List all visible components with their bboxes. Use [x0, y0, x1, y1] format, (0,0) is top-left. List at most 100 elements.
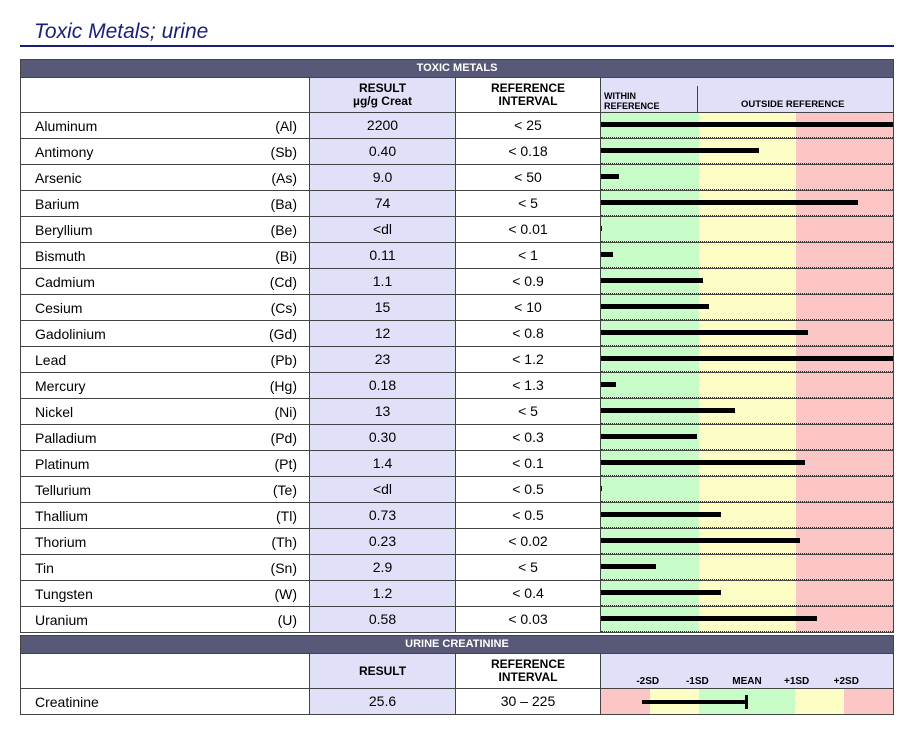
result-value: 15	[310, 295, 456, 320]
level-graph	[601, 113, 893, 138]
element-name: Tellurium	[35, 482, 92, 498]
zone-within	[601, 477, 699, 502]
element-cell: Aluminum (Al)	[21, 113, 310, 138]
zone-outside	[796, 555, 893, 580]
zone-below-2sd	[601, 689, 650, 714]
sd-label: MEAN	[732, 676, 762, 687]
dotted-rule	[601, 449, 893, 450]
toxic-rows: Aluminum (Al) 2200 < 25 Antimony (Sb) 0.40 < 0.…	[21, 112, 893, 632]
element-name: Beryllium	[35, 222, 93, 238]
zone-moderate	[698, 373, 797, 398]
creatinine-reference-header: REFERENCE INTERVAL	[456, 654, 601, 688]
creatinine-band: URINE CREATININE	[21, 636, 893, 653]
reference-interval: < 1.3	[456, 373, 601, 398]
zone-outside	[796, 269, 893, 294]
element-symbol: (Te)	[272, 482, 297, 498]
result-value: 1.4	[310, 451, 456, 476]
table-row: Thorium (Th) 0.23 < 0.02	[21, 528, 893, 554]
graph-zones	[601, 165, 893, 190]
result-value: 2200	[310, 113, 456, 138]
result-value: 74	[310, 191, 456, 216]
toxic-header-row: RESULT µg/g Creat REFERENCE INTERVAL WIT…	[21, 77, 893, 112]
element-name: Cesium	[35, 300, 83, 316]
reference-header-line2: INTERVAL	[498, 94, 558, 108]
within-label-line2: REFERENCE	[604, 101, 660, 111]
level-bar	[601, 252, 613, 257]
result-value: 23	[310, 347, 456, 372]
table-row: Mercury (Hg) 0.18 < 1.3	[21, 372, 893, 398]
level-graph	[601, 347, 893, 372]
creatinine-name-cell: Creatinine	[21, 689, 310, 714]
zone-outside	[796, 243, 893, 268]
zone-outside	[796, 295, 893, 320]
zone-outside	[796, 425, 893, 450]
reference-interval: < 5	[456, 399, 601, 424]
table-row: Cadmium (Cd) 1.1 < 0.9	[21, 268, 893, 294]
level-graph	[601, 581, 893, 606]
reference-interval: < 0.5	[456, 477, 601, 502]
zone-moderate	[698, 243, 797, 268]
dotted-rule	[601, 215, 893, 216]
creatinine-header-row: RESULT REFERENCE INTERVAL -2SD -1SD MEAN +1…	[21, 653, 893, 688]
element-symbol: (Ni)	[274, 404, 297, 420]
level-graph	[601, 139, 893, 164]
creatinine-result-header-text: RESULT	[358, 664, 407, 678]
creatinine-reference-line2: INTERVAL	[498, 670, 558, 684]
table-row: Tellurium (Te) <dl < 0.5	[21, 476, 893, 502]
zone-outside	[796, 217, 893, 242]
element-name: Tungsten	[35, 586, 93, 602]
within-reference-label: WITHIN REFERENCE	[604, 91, 660, 111]
element-symbol: (Tl)	[276, 508, 297, 524]
graph-header-divider	[697, 86, 698, 112]
creatinine-name-header	[21, 654, 310, 688]
creatinine-result: 25.6	[310, 689, 456, 714]
reference-interval: < 0.1	[456, 451, 601, 476]
dotted-rule	[601, 189, 893, 190]
reference-interval: < 1	[456, 243, 601, 268]
dotted-rule	[601, 553, 893, 554]
result-value: <dl	[310, 477, 456, 502]
element-name: Thorium	[35, 534, 87, 550]
dotted-rule	[601, 163, 893, 164]
element-cell: Tin (Sn)	[21, 555, 310, 580]
creatinine-marker	[745, 695, 748, 709]
dotted-rule	[601, 293, 893, 294]
element-cell: Thorium (Th)	[21, 529, 310, 554]
reference-interval: < 0.18	[456, 139, 601, 164]
graph-zones	[601, 399, 893, 424]
reference-interval: < 10	[456, 295, 601, 320]
zone-above-2sd	[844, 689, 893, 714]
element-cell: Beryllium (Be)	[21, 217, 310, 242]
element-name: Uranium	[35, 612, 88, 628]
table-row: Thallium (Tl) 0.73 < 0.5	[21, 502, 893, 528]
zone-moderate	[698, 269, 797, 294]
creatinine-reference-line1: REFERENCE	[490, 657, 565, 671]
element-name: Thallium	[35, 508, 88, 524]
result-value: 0.30	[310, 425, 456, 450]
sd-scale-header: -2SD -1SD MEAN +1SD +2SD	[601, 654, 893, 688]
level-bar	[601, 278, 704, 283]
creatinine-bar	[641, 700, 747, 704]
zone-outside	[796, 165, 893, 190]
result-value: 1.1	[310, 269, 456, 294]
zone-outside	[796, 321, 893, 346]
within-label-line1: WITHIN	[604, 91, 636, 101]
reference-interval: < 1.2	[456, 347, 601, 372]
element-name: Lead	[35, 352, 67, 368]
reference-header-line1: REFERENCE	[490, 81, 565, 95]
element-name: Mercury	[35, 378, 86, 394]
zone-moderate	[698, 425, 797, 450]
result-value: 0.23	[310, 529, 456, 554]
dotted-rule	[601, 397, 893, 398]
table-row: Platinum (Pt) 1.4 < 0.1	[21, 450, 893, 476]
level-bar	[601, 356, 893, 361]
level-bar	[601, 330, 809, 335]
level-graph	[601, 607, 893, 632]
toxic-metals-table: TOXIC METALS RESULT µg/g Creat REFERENCE…	[20, 59, 894, 633]
reference-interval: < 0.3	[456, 425, 601, 450]
zone-outside	[796, 139, 893, 164]
element-symbol: (U)	[277, 612, 297, 628]
level-graph	[601, 555, 893, 580]
element-symbol: (Sn)	[270, 560, 297, 576]
zone-moderate	[698, 555, 797, 580]
